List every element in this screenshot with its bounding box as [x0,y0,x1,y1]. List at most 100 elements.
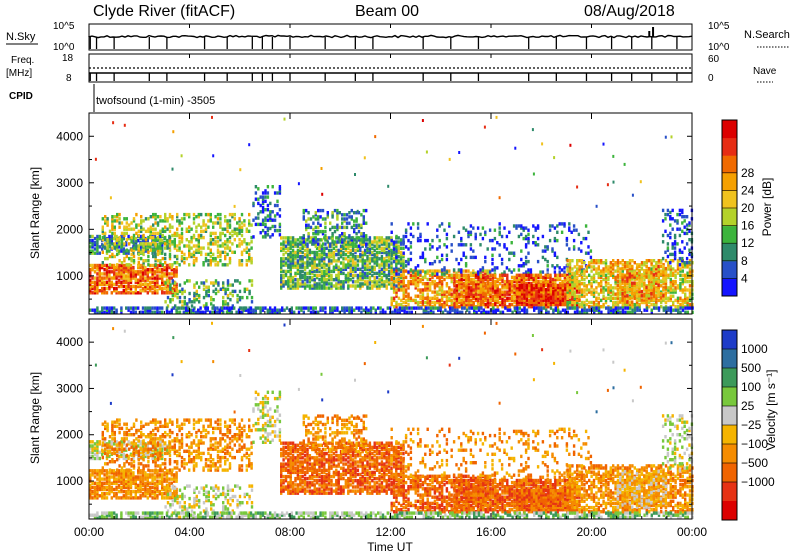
power-cell [226,304,230,308]
power-cell [576,279,579,284]
power-cell [387,236,391,240]
power-cell [91,284,94,289]
power-cell [460,270,463,274]
power-cell [619,279,622,283]
power-cell [395,246,398,250]
power-cell [375,282,379,286]
power-cell [299,248,302,253]
power-cell [544,282,547,286]
power-cell [120,244,124,248]
power-cell [566,290,569,294]
power-cell [200,281,203,285]
power-cell [424,284,427,288]
power-cell [98,268,101,272]
power-cell [132,242,136,246]
power-cell [530,294,533,298]
power-cell [117,291,121,295]
power-cell [378,278,381,282]
power-cell [457,288,461,292]
power-cell [343,213,346,217]
power-cell [486,279,490,284]
power-cell [137,238,140,243]
power-cell [462,296,465,300]
power-cell [108,249,111,253]
power-cell [621,285,624,290]
power-cell [120,270,123,274]
power-cell [506,298,509,303]
power-cell [660,300,663,305]
power-cell [623,283,627,287]
power-cell [515,226,518,230]
power-cell [576,261,579,265]
power-cell [117,280,121,284]
power-cell [491,257,494,262]
power-cell [202,295,206,300]
power-cell [317,242,320,246]
power-cell [469,243,473,247]
power-cell [520,290,524,294]
power-cell [216,235,220,240]
power-cell [552,296,555,300]
power-cell [301,257,304,261]
power-cell [643,261,646,265]
power-cell [294,261,297,265]
power-cell [623,279,627,283]
power-cell [392,273,396,277]
power-cell [385,267,388,271]
power-cell [520,279,523,284]
power-cell [266,208,270,212]
power-cell [301,265,304,269]
power-cell [616,287,619,292]
power-cell [280,236,283,240]
power-cell [113,286,116,291]
power-cell [416,226,420,230]
power-cell [101,265,104,270]
power-cell [392,290,396,294]
power-cell [563,282,567,286]
power-cell [583,261,586,265]
power-cell [284,271,288,276]
power-cell [564,296,567,300]
power-cell [173,244,176,248]
power-cell [347,275,350,280]
power-cell [152,212,155,217]
power-cell [578,269,581,273]
power-cell [315,269,319,274]
power-cell [147,217,150,221]
power-cell [217,281,220,285]
power-cell [198,293,201,298]
power-cell [353,238,356,242]
power-cell [308,250,312,255]
power-cell [553,251,557,255]
power-cell [482,302,485,307]
power-cell [137,252,140,257]
power-cell [238,217,241,221]
power-cell [380,246,384,250]
power-cell [127,274,130,278]
power-cell [568,267,572,271]
power-cell [566,269,569,273]
power-cell [323,259,326,263]
power-cell [532,302,536,307]
power-cell [180,256,184,261]
power-cell [486,273,489,277]
power-cell [284,261,288,265]
power-cell [254,191,258,195]
power-cell [146,286,149,291]
power-cell [366,267,369,271]
power-cell [161,227,164,231]
power-cell [241,295,244,300]
power-cell [522,282,526,286]
power-cell [544,298,548,302]
power-cell [313,265,316,269]
power-cell [140,215,143,219]
power-cell [113,274,116,278]
power-cell [626,287,629,292]
power-cell [588,263,591,267]
power-cell [308,286,312,290]
power-cell [165,270,169,274]
power-cell [385,236,388,240]
power-cell [217,289,220,294]
power-cell [540,292,543,296]
power-cell [626,282,629,286]
